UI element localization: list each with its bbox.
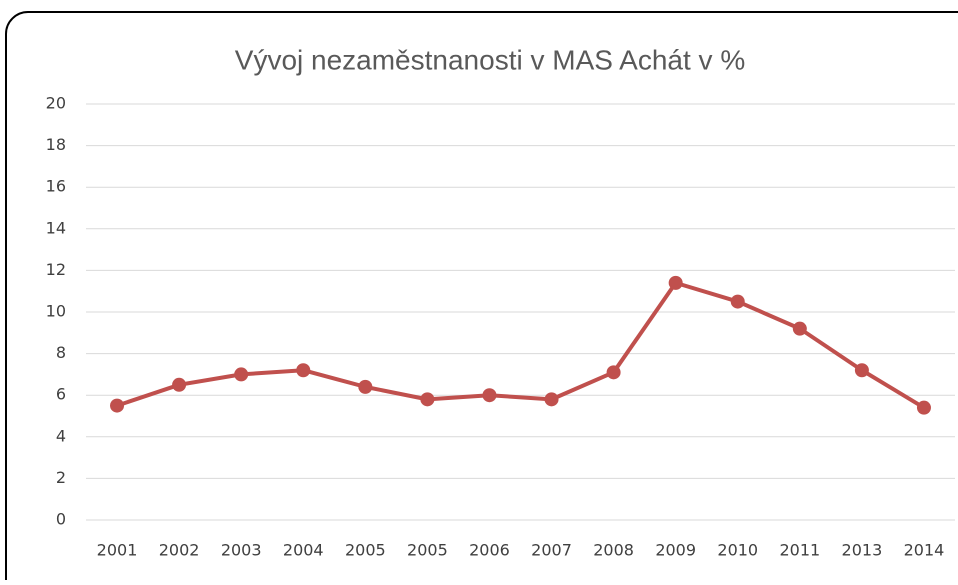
- x-tick-label: 2007: [531, 541, 572, 560]
- y-tick-label: 16: [46, 177, 66, 196]
- x-tick-label: 2013: [842, 541, 883, 560]
- x-tick-label: 2014: [904, 541, 945, 560]
- y-tick-label: 20: [46, 94, 66, 113]
- y-tick-label: 18: [46, 135, 66, 154]
- point: [916, 400, 931, 415]
- point: [606, 365, 621, 380]
- y-tick-label: 14: [46, 218, 66, 237]
- y-tick-label: 4: [56, 426, 66, 445]
- x-tick-label: 2008: [593, 541, 634, 560]
- y-tick-label: 12: [46, 260, 66, 279]
- x-tick-label: 2011: [779, 541, 820, 560]
- line: [116, 280, 925, 410]
- point: [172, 377, 187, 392]
- y-tick-label: 10: [46, 302, 66, 321]
- x-tick-label: 2002: [159, 541, 200, 560]
- point: [730, 294, 745, 309]
- point: [482, 388, 497, 403]
- y-tick-label: 2: [56, 468, 66, 487]
- y-tick-label: 8: [56, 343, 66, 362]
- point: [792, 321, 807, 336]
- point: [234, 367, 249, 382]
- x-tick-label: 2005: [345, 541, 386, 560]
- x-tick-label: 2005: [407, 541, 448, 560]
- x-tick-label: 2010: [717, 541, 758, 560]
- x-tick-label: 2004: [283, 541, 324, 560]
- point: [296, 363, 311, 378]
- y-tick-label: 6: [56, 385, 66, 404]
- y-tick-label: 0: [56, 510, 66, 529]
- x-tick-label: 2006: [469, 541, 510, 560]
- x-tick-label: 2001: [97, 541, 138, 560]
- chart-border: [5, 11, 958, 585]
- x-tick-label: 2003: [221, 541, 262, 560]
- point: [420, 392, 435, 407]
- point: [854, 363, 869, 378]
- point: [668, 275, 683, 290]
- x-tick-label: 2009: [655, 541, 696, 560]
- point: [544, 392, 559, 407]
- point: [358, 379, 373, 394]
- chart-title: Vývoj nezaměstnanosti v MAS Achát v %: [235, 44, 745, 75]
- point: [110, 398, 125, 413]
